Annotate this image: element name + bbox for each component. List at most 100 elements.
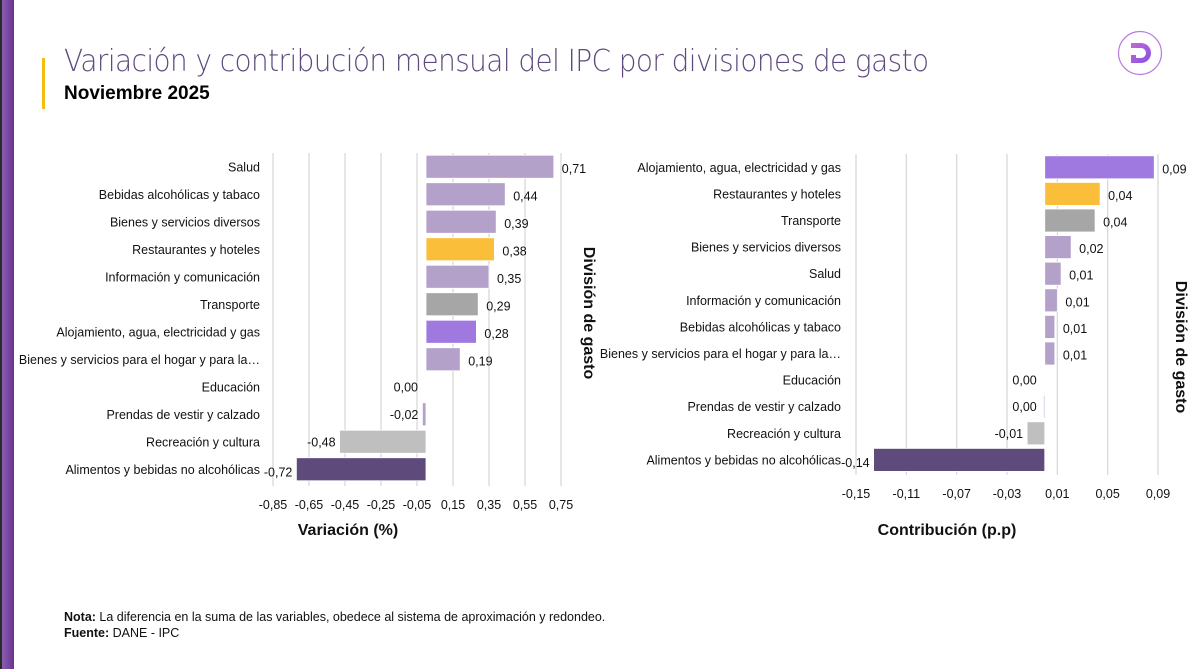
value-label: 0,39 <box>504 217 528 231</box>
category-label: Prendas de vestir y calzado <box>106 408 260 422</box>
bar <box>1044 208 1096 233</box>
bar <box>1044 288 1058 313</box>
note-label: Nota: <box>64 610 96 624</box>
bar <box>425 209 497 234</box>
value-label: 0,04 <box>1108 189 1132 203</box>
bar <box>1044 181 1101 206</box>
value-label: -0,14 <box>841 456 870 470</box>
value-label: 0,01 <box>1069 269 1093 283</box>
value-label: 0,00 <box>394 380 418 394</box>
value-label: 0,01 <box>1065 295 1089 309</box>
value-label: 0,09 <box>1162 162 1186 176</box>
category-label: Alojamiento, agua, electricidad y gas <box>56 325 260 339</box>
x-tick-label: 0,09 <box>1146 487 1170 501</box>
category-label: Bienes y servicios diversos <box>110 215 260 229</box>
bar <box>425 292 479 317</box>
value-label: -0,72 <box>264 465 293 479</box>
slide-side-band <box>2 0 14 669</box>
x-tick-label: 0,15 <box>441 498 465 512</box>
category-label: Transporte <box>781 214 841 228</box>
x-tick-label: 0,75 <box>549 498 573 512</box>
value-label: 0,04 <box>1103 216 1127 230</box>
bar <box>1044 314 1056 339</box>
value-label: 0,71 <box>562 162 586 176</box>
y-axis-title: División de gasto <box>580 247 597 380</box>
category-label: Salud <box>228 160 260 174</box>
note-line: Nota: La diferencia en la suma de las va… <box>64 609 605 625</box>
x-tick-label: -0,45 <box>331 498 360 512</box>
value-label: 0,44 <box>513 189 537 203</box>
bar <box>1044 155 1155 180</box>
category-label: Bienes y servicios para el hogar y para … <box>600 347 841 361</box>
dane-d-logo-icon <box>1117 30 1163 76</box>
bar <box>425 154 555 179</box>
x-tick-label: -0,85 <box>259 498 288 512</box>
bar <box>421 402 427 427</box>
value-label: 0,19 <box>468 354 492 368</box>
window-edge <box>0 0 2 669</box>
page-subtitle: Noviembre 2025 <box>64 83 210 104</box>
value-label: 0,28 <box>484 327 508 341</box>
title-accent-bar <box>42 58 45 109</box>
y-axis-title: División de gasto <box>1172 281 1189 414</box>
category-label: Transporte <box>200 298 260 312</box>
value-label: -0,48 <box>307 435 336 449</box>
category-label: Educación <box>202 380 260 394</box>
category-label: Información y comunicación <box>686 294 841 308</box>
value-label: 0,01 <box>1063 349 1087 363</box>
x-tick-label: -0,15 <box>842 487 871 501</box>
bar <box>425 319 477 344</box>
page-title: Variación y contribución mensual del IPC… <box>64 44 929 79</box>
source-text: DANE - IPC <box>109 626 180 640</box>
bar <box>1044 341 1056 366</box>
category-label: Restaurantes y hoteles <box>132 243 260 257</box>
category-label: Restaurantes y hoteles <box>713 187 841 201</box>
bar <box>425 182 506 207</box>
value-label: -0,01 <box>995 427 1024 441</box>
x-tick-label: 0,01 <box>1045 487 1069 501</box>
category-label: Prendas de vestir y calzado <box>687 400 841 414</box>
x-axis-title: Variación (%) <box>298 522 398 539</box>
variation-chart: -0,85 -0,65 -0,45 -0,25 -0,05 0,15 0,35 0,55 0,7… <box>19 153 597 539</box>
footer: Nota: La diferencia en la suma de las va… <box>64 609 605 641</box>
note-text: La diferencia en la suma de las variable… <box>95 610 606 624</box>
bar <box>873 447 1046 472</box>
x-tick-label: 0,35 <box>477 498 501 512</box>
bar <box>425 347 461 372</box>
category-label: Bienes y servicios diversos <box>691 241 841 255</box>
contribution-chart: -0,15 -0,11 -0,07 -0,03 0,01 0,05 0,09 Alojamie… <box>600 154 1189 539</box>
bar <box>1044 261 1062 286</box>
value-label: 0,00 <box>1012 374 1036 388</box>
category-label: Bebidas alcohólicas y tabaco <box>680 320 841 334</box>
value-label: 0,29 <box>486 299 510 313</box>
source-label: Fuente: <box>64 626 110 640</box>
category-label: Información y comunicación <box>105 270 260 284</box>
x-tick-label: -0,05 <box>403 498 432 512</box>
category-label: Salud <box>809 267 841 281</box>
bar <box>1044 235 1072 260</box>
x-tick-label: -0,03 <box>993 487 1022 501</box>
category-label: Alimentos y bebidas no alcohólicas <box>646 453 841 467</box>
bar <box>425 237 495 262</box>
category-label: Educación <box>783 374 841 388</box>
category-label: Alojamiento, agua, electricidad y gas <box>637 161 841 175</box>
bar <box>295 457 427 482</box>
category-label: Recreación y cultura <box>727 427 841 441</box>
x-axis-title: Contribución (p.p) <box>878 522 1017 539</box>
category-label: Alimentos y bebidas no alcohólicas <box>65 463 260 477</box>
category-label: Recreación y cultura <box>146 435 260 449</box>
x-tick-label: -0,11 <box>893 487 921 501</box>
x-tick-label: -0,25 <box>367 498 396 512</box>
value-label: 0,35 <box>497 272 521 286</box>
bar <box>1026 421 1046 446</box>
category-label: Bienes y servicios para el hogar y para … <box>19 353 260 367</box>
bar <box>1043 394 1046 419</box>
bar <box>425 264 490 289</box>
source-line: Fuente: DANE - IPC <box>64 625 605 641</box>
value-label: 0,02 <box>1079 242 1103 256</box>
value-label: 0,38 <box>502 244 526 258</box>
x-tick-label: 0,55 <box>513 498 537 512</box>
value-label: -0,02 <box>390 408 419 422</box>
x-tick-label: -0,07 <box>942 487 971 501</box>
